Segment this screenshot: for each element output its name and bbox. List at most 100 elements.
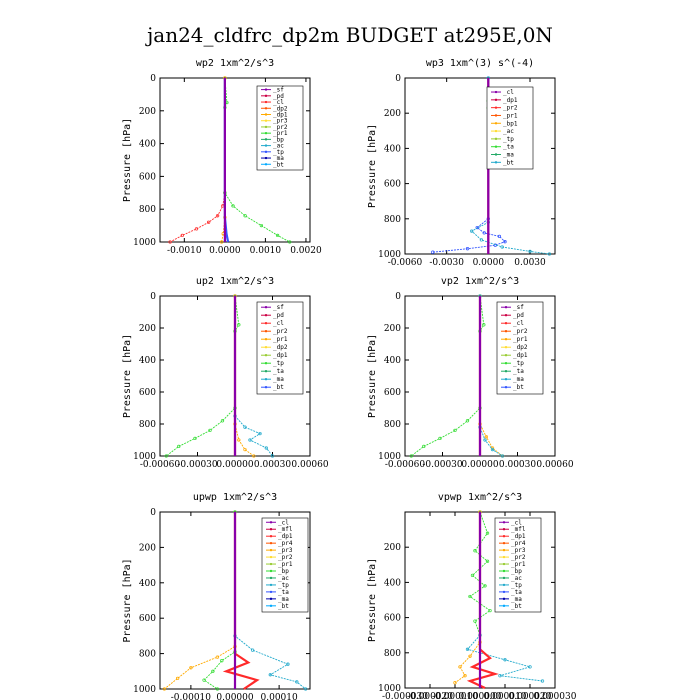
legend-entry: _cl bbox=[513, 320, 524, 327]
x-tick-label: -0.0030 bbox=[429, 258, 464, 268]
series-point bbox=[500, 245, 504, 249]
legend-entry: _bt bbox=[513, 384, 524, 391]
legend-entry: _sf bbox=[273, 304, 284, 311]
y-tick-label: 400 bbox=[139, 356, 156, 366]
series-point bbox=[243, 425, 247, 429]
legend-marker bbox=[264, 322, 268, 325]
y-tick-label: 600 bbox=[139, 614, 156, 624]
series-point bbox=[409, 454, 413, 458]
legend: _cl_dp1_pr2_pr1_bp1_ac_tp_ta_ma_bt bbox=[486, 86, 534, 170]
series-point bbox=[484, 435, 488, 439]
series-point bbox=[175, 676, 180, 681]
series-point bbox=[258, 431, 262, 436]
legend-marker bbox=[502, 521, 506, 524]
y-tick-label: 800 bbox=[384, 420, 401, 430]
series-point bbox=[220, 659, 224, 663]
legend-entry: _tp bbox=[513, 360, 524, 367]
panel-title: upwp 1xm^2/s^3 bbox=[193, 492, 277, 503]
x-tick-label: 0.0010 bbox=[250, 246, 282, 256]
y-tick-label: 400 bbox=[384, 144, 401, 154]
plot-frame bbox=[404, 77, 556, 255]
legend-entry: _ac bbox=[273, 143, 284, 150]
x-tick-label: 0.000000 bbox=[459, 692, 502, 700]
series-point bbox=[189, 666, 193, 670]
legend-marker bbox=[269, 597, 273, 601]
x-tick-label: 0.0030 bbox=[514, 258, 546, 268]
series-line-1 bbox=[169, 78, 226, 243]
legend-entry: _dp1 bbox=[511, 533, 526, 540]
legend-marker bbox=[269, 562, 273, 566]
x-tick-label: 0.000030 bbox=[534, 692, 577, 700]
panel-title: vp2 1xm^2/s^3 bbox=[441, 276, 519, 287]
legend: _sf_pd_cl_dp2_dp1_pr3_pr2_pr1_bp_ac_tp_m… bbox=[256, 85, 304, 171]
y-tick-label: 1000 bbox=[133, 238, 156, 248]
legend-entry: _dp2 bbox=[273, 344, 288, 351]
y-tick-label: 1000 bbox=[378, 684, 401, 694]
series-point bbox=[503, 658, 507, 662]
legend-entry: _ta bbox=[511, 589, 522, 596]
legend-entry: _bt bbox=[511, 603, 522, 610]
y-axis-label: Pressure [hPa] bbox=[122, 334, 133, 418]
series-line-4 bbox=[466, 512, 499, 689]
legend-marker bbox=[264, 338, 268, 341]
y-tick-label: 200 bbox=[139, 543, 156, 553]
x-tick-label: -0.000010 bbox=[432, 692, 478, 700]
legend-entry: _ma bbox=[273, 376, 284, 383]
legend-marker bbox=[502, 541, 506, 545]
legend-marker bbox=[494, 122, 498, 125]
series-line-3 bbox=[203, 512, 236, 690]
panel-4: vp2 1xm^2/s^3 Pressure [hPa] 0 200 400 600 800… bbox=[367, 276, 574, 470]
legend-marker bbox=[504, 306, 508, 309]
legend-entry: _tp bbox=[278, 582, 289, 589]
series-line-1 bbox=[411, 295, 485, 457]
legend-entry: _bt bbox=[273, 161, 284, 168]
x-tick-label: 0.00030 bbox=[254, 460, 291, 470]
x-tick-label: -0.00010 bbox=[171, 693, 212, 700]
legend-entry: _bt bbox=[273, 384, 284, 391]
series-point bbox=[264, 446, 268, 450]
legend-marker bbox=[502, 534, 506, 538]
series-point bbox=[162, 687, 167, 691]
legend-entry: _ta bbox=[513, 368, 524, 375]
series-point bbox=[458, 665, 462, 669]
y-axis-label: Pressure [hPa] bbox=[367, 558, 378, 642]
y-tick-label: 600 bbox=[384, 388, 401, 398]
series-point bbox=[482, 323, 486, 327]
legend-marker bbox=[502, 583, 506, 587]
series-point bbox=[488, 608, 492, 613]
y-axis-label: Pressure [hPa] bbox=[367, 334, 378, 418]
legend-marker bbox=[264, 125, 268, 129]
series-point bbox=[431, 250, 435, 254]
legend-marker bbox=[502, 555, 506, 559]
y-tick-label: 400 bbox=[384, 578, 401, 588]
legend-marker bbox=[504, 330, 508, 333]
x-tick-label: -0.00030 bbox=[177, 460, 218, 470]
y-tick-label: 1000 bbox=[133, 452, 156, 462]
series-point bbox=[215, 687, 220, 691]
series-point bbox=[465, 247, 470, 251]
series-point bbox=[237, 438, 241, 442]
series-line-1 bbox=[432, 78, 506, 253]
y-tick-label: 200 bbox=[384, 324, 401, 334]
x-tick-label: -0.0010 bbox=[167, 246, 202, 256]
legend-entry: _pr2 bbox=[503, 105, 518, 112]
series-point bbox=[483, 584, 487, 588]
series-point bbox=[547, 252, 552, 256]
series-point bbox=[470, 229, 474, 233]
legend-marker bbox=[494, 114, 498, 117]
legend-marker bbox=[264, 314, 268, 317]
y-tick-label: 200 bbox=[139, 324, 156, 334]
series-line-4 bbox=[222, 512, 260, 690]
legend-entry: _pr1 bbox=[513, 336, 528, 343]
series-point bbox=[168, 240, 172, 244]
legend-marker bbox=[494, 153, 498, 156]
legend-marker bbox=[269, 555, 273, 559]
legend-entry: _ta bbox=[503, 144, 514, 151]
legend-entry: _cl bbox=[273, 99, 284, 106]
series-point bbox=[470, 573, 475, 578]
series-point bbox=[453, 681, 457, 685]
series-point bbox=[468, 654, 472, 658]
legend-marker bbox=[264, 119, 268, 122]
legend-entry: _ac bbox=[511, 575, 522, 582]
legend-marker bbox=[264, 144, 268, 147]
